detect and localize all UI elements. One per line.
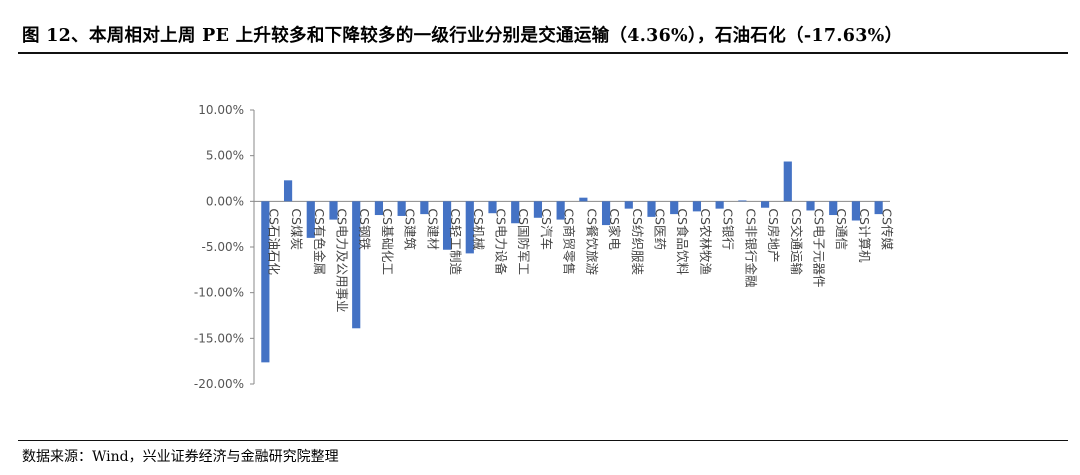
bar [783, 161, 792, 202]
bar [261, 201, 270, 363]
category-label: CS基础化工 [380, 208, 395, 275]
bar [738, 200, 747, 202]
category-label: CS通信 [834, 208, 849, 250]
bar [829, 201, 838, 216]
category-label: CS电力及公用事业 [335, 208, 350, 312]
footer-divider [18, 440, 1068, 441]
bar [647, 201, 656, 217]
bar [442, 201, 452, 250]
bar [806, 201, 815, 211]
bar-chart: 10.00% 5.00% 0.00% -5.00% -10.00% -15.00% -20.… [194, 103, 895, 391]
category-label: CS餐饮旅游 [584, 208, 599, 275]
category-label: CS纺织服装 [630, 208, 645, 275]
category-label: CS石油石化 [266, 208, 281, 275]
bar [465, 201, 474, 254]
bar [874, 201, 883, 215]
bars [261, 161, 883, 363]
bar [306, 201, 315, 238]
bar [397, 201, 406, 216]
bar [624, 201, 633, 209]
bar [851, 201, 861, 221]
category-label: CS汽车 [539, 208, 554, 250]
figure-title: 图 12、本周相对上周 PE 上升较多和下降较多的一级行业分别是交通运输（4.3… [22, 26, 903, 46]
category-label: CS计算机 [857, 208, 872, 263]
bar [760, 201, 770, 208]
bar [556, 201, 565, 220]
category-label: CS银行 [721, 208, 736, 250]
y-tick-label: -10.00% [194, 286, 244, 300]
category-label: CS煤炭 [289, 208, 304, 250]
title-bar: 图 12、本周相对上周 PE 上升较多和下降较多的一级行业分别是交通运输（4.3… [0, 0, 1080, 56]
bar [533, 201, 543, 218]
category-label: CS机械 [471, 208, 486, 250]
y-tick-label: -5.00% [202, 240, 244, 254]
bar [715, 201, 724, 209]
bar [692, 201, 702, 212]
bar [488, 201, 497, 214]
category-labels: CS石油石化 CS煤炭 CS有色金属 CS电力及公用事业 CS钢铁 CS基础化工 CS建筑 C… [266, 208, 894, 312]
bar [352, 201, 361, 329]
category-label: CS电子元器件 [812, 208, 827, 287]
bar [420, 201, 429, 215]
y-tick-label: 0.00% [206, 194, 244, 208]
bar [283, 180, 293, 202]
category-label: CS交通运输 [789, 208, 804, 275]
bar [329, 201, 338, 220]
category-label: CS钢铁 [357, 208, 372, 250]
y-tick-label: -15.00% [194, 331, 244, 345]
category-label: CS医药 [653, 208, 668, 250]
data-source-note: 数据来源：Wind，兴业证券经济与金融研究院整理 [22, 449, 339, 465]
y-tick-label: -20.00% [194, 377, 244, 391]
category-label: CS农林牧渔 [698, 208, 713, 275]
category-label: CS国防军工 [516, 208, 531, 275]
category-label: CS建筑 [403, 208, 418, 250]
bar [601, 201, 611, 226]
y-tick-label: 10.00% [198, 103, 244, 117]
category-label: CS食品饮料 [675, 208, 690, 275]
title-divider [18, 52, 1068, 54]
category-label: CS非银行金融 [743, 208, 758, 288]
bar [670, 201, 679, 215]
category-label: CS家电 [607, 208, 622, 250]
category-label: CS房地产 [766, 208, 781, 262]
category-label: CS轻工制造 [448, 208, 463, 275]
category-label: CS有色金属 [312, 208, 327, 275]
category-label: CS商贸零售 [562, 208, 577, 275]
category-label: CS电力设备 [494, 208, 509, 275]
bar [511, 201, 520, 224]
bar [579, 197, 588, 202]
category-label: CS建材 [425, 208, 440, 250]
y-tick-label: 5.00% [206, 149, 244, 163]
category-label: CS传媒 [880, 208, 895, 250]
bar [374, 201, 384, 216]
